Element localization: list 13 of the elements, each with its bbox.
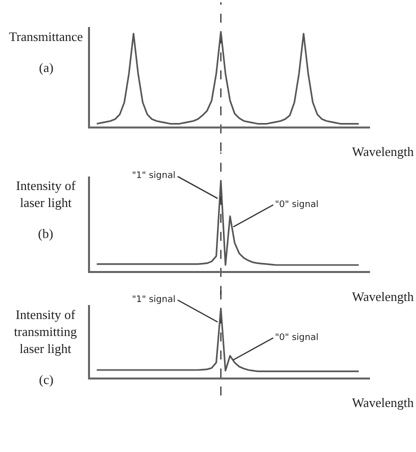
y-axis-title: Intensity of laser light bbox=[16, 178, 76, 210]
text: (b) bbox=[38, 226, 54, 241]
text: "1" signal bbox=[132, 295, 176, 305]
x-axis-title: Wavelength bbox=[352, 144, 414, 159]
y-axis-title: Transmittance bbox=[9, 29, 84, 44]
annotation: "0" signal bbox=[275, 200, 318, 210]
y-axis-title: Intensity of transmitting laser light bbox=[14, 307, 78, 356]
x-axis-title: Wavelength bbox=[352, 395, 414, 410]
x-axis-title: Wavelength bbox=[352, 289, 414, 304]
text: (c) bbox=[39, 372, 54, 387]
annotation: "0" signal bbox=[275, 333, 318, 343]
text: (a) bbox=[39, 60, 54, 75]
annotation: "1" signal bbox=[132, 171, 176, 181]
